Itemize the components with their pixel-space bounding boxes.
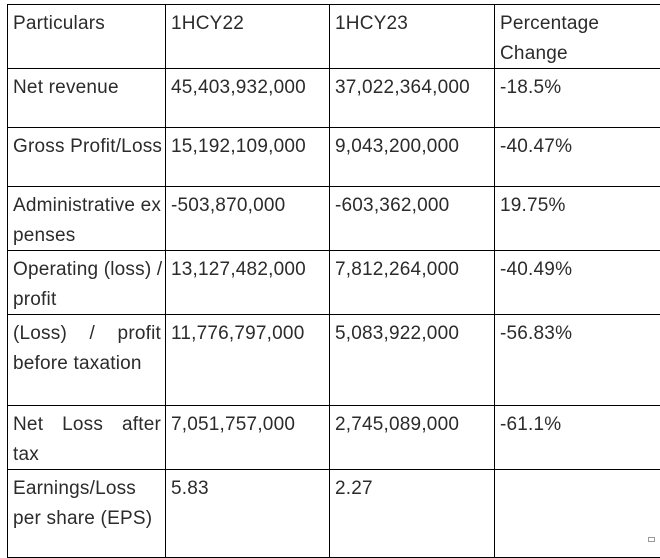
table-resize-handle[interactable] xyxy=(648,537,655,542)
percentage-change-cell: -56.83% xyxy=(495,315,660,406)
value-cell-1hcy23: -603,362,000 xyxy=(330,187,495,251)
value-cell-1hcy22: 13,127,482,000 xyxy=(166,251,330,315)
table-header-row: Particulars 1HCY22 1HCY23 Percentage Cha… xyxy=(8,5,660,69)
value-cell-1hcy23: 7,812,264,000 xyxy=(330,251,495,315)
value-cell-1hcy23: 2.27 xyxy=(330,470,495,558)
percentage-change-cell: -61.1% xyxy=(495,406,660,470)
header-cell-1hcy22: 1HCY22 xyxy=(166,5,330,69)
row-label-text: Net Loss after tax xyxy=(13,410,165,469)
table-row: Gross Profit/Loss 15,192,109,000 9,043,2… xyxy=(8,128,660,187)
percentage-change-cell: 19.75% xyxy=(495,187,660,251)
value-cell-1hcy22: 5.83 xyxy=(166,470,330,558)
value-cell-1hcy23: 2,745,089,000 xyxy=(330,406,495,470)
row-label-text: Earnings/Loss per share (EPS) xyxy=(13,474,165,533)
table-row: Administrative expenses -503,870,000 -60… xyxy=(8,187,660,251)
table-row: Earnings/Loss per share (EPS) 5.83 2.27 xyxy=(8,470,660,558)
row-label-cell: Operating (loss) / profit xyxy=(8,251,166,315)
percentage-change-cell xyxy=(495,470,660,558)
value-cell-1hcy22: 11,776,797,000 xyxy=(166,315,330,406)
row-label-cell: (Loss) / profit before taxation xyxy=(8,315,166,406)
percentage-change-cell: -40.47% xyxy=(495,128,660,187)
value-cell-1hcy22: 7,051,757,000 xyxy=(166,406,330,470)
row-label-cell: Earnings/Loss per share (EPS) xyxy=(8,470,166,558)
header-cell-percentage-change: Percentage Change xyxy=(495,5,660,69)
value-cell-1hcy23: 37,022,364,000 xyxy=(330,69,495,128)
row-label-cell: Net revenue xyxy=(8,69,166,128)
value-cell-1hcy22: 15,192,109,000 xyxy=(166,128,330,187)
row-label-cell: Gross Profit/Loss xyxy=(8,128,166,187)
row-label-cell: Net Loss after tax xyxy=(8,406,166,470)
percentage-change-cell: -18.5% xyxy=(495,69,660,128)
header-cell-particulars: Particulars xyxy=(8,5,166,69)
value-cell-1hcy23: 5,083,922,000 xyxy=(330,315,495,406)
table-row: Net Loss after tax 7,051,757,000 2,745,0… xyxy=(8,406,660,470)
row-label-cell: Administrative expenses xyxy=(8,187,166,251)
table-row: Net revenue 45,403,932,000 37,022,364,00… xyxy=(8,69,660,128)
value-cell-1hcy22: 45,403,932,000 xyxy=(166,69,330,128)
row-label-text: (Loss) / profit before taxation xyxy=(13,319,165,378)
financial-results-table: Particulars 1HCY22 1HCY23 Percentage Cha… xyxy=(7,4,660,558)
percentage-change-cell: -40.49% xyxy=(495,251,660,315)
table-row: Operating (loss) / profit 13,127,482,000… xyxy=(8,251,660,315)
value-cell-1hcy23: 9,043,200,000 xyxy=(330,128,495,187)
table-row: (Loss) / profit before taxation 11,776,7… xyxy=(8,315,660,406)
value-cell-1hcy22: -503,870,000 xyxy=(166,187,330,251)
header-cell-1hcy23: 1HCY23 xyxy=(330,5,495,69)
